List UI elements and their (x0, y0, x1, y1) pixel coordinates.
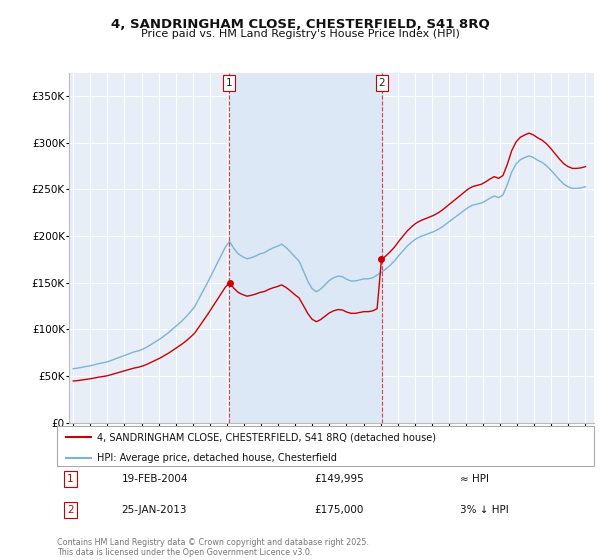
Text: 19-FEB-2004: 19-FEB-2004 (121, 474, 188, 484)
Bar (229, 73, 382, 423)
Text: Contains HM Land Registry data © Crown copyright and database right 2025.
This d: Contains HM Land Registry data © Crown c… (57, 538, 369, 557)
Text: ≈ HPI: ≈ HPI (460, 474, 489, 484)
Text: 1: 1 (226, 78, 232, 88)
Text: Price paid vs. HM Land Registry's House Price Index (HPI): Price paid vs. HM Land Registry's House … (140, 29, 460, 39)
Text: £175,000: £175,000 (315, 505, 364, 515)
Text: 25-JAN-2013: 25-JAN-2013 (121, 505, 187, 515)
FancyBboxPatch shape (57, 426, 594, 466)
Text: 2: 2 (67, 505, 74, 515)
Text: £149,995: £149,995 (315, 474, 365, 484)
Text: 3% ↓ HPI: 3% ↓ HPI (460, 505, 509, 515)
Text: HPI: Average price, detached house, Chesterfield: HPI: Average price, detached house, Ches… (97, 452, 337, 463)
Text: 4, SANDRINGHAM CLOSE, CHESTERFIELD, S41 8RQ (detached house): 4, SANDRINGHAM CLOSE, CHESTERFIELD, S41 … (97, 432, 436, 442)
Text: 2: 2 (379, 78, 385, 88)
Text: 1: 1 (67, 474, 74, 484)
Text: 4, SANDRINGHAM CLOSE, CHESTERFIELD, S41 8RQ: 4, SANDRINGHAM CLOSE, CHESTERFIELD, S41 … (110, 18, 490, 31)
